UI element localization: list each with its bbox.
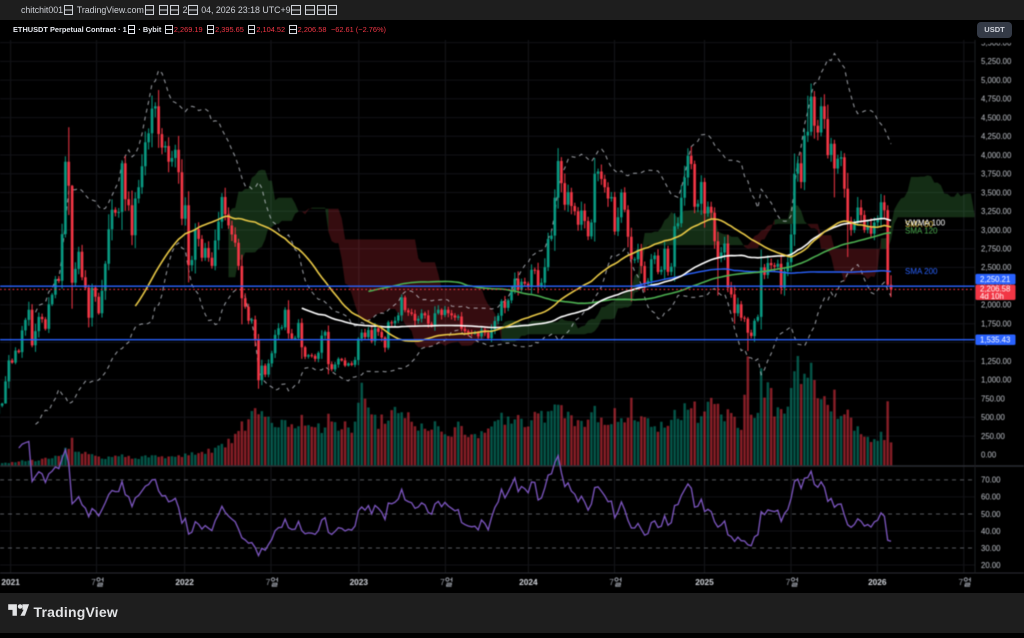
svg-text:7: 7 [609, 577, 614, 587]
svg-text:20.00: 20.00 [981, 561, 1001, 570]
svg-text:7: 7 [786, 577, 791, 587]
svg-text:2026: 2026 [868, 577, 887, 587]
svg-text:2021: 2021 [1, 577, 20, 587]
svg-text:1,750.00: 1,750.00 [981, 320, 1012, 329]
svg-text:2,000.00: 2,000.00 [981, 301, 1012, 310]
svg-text:SMA 200: SMA 200 [905, 267, 938, 276]
svg-text:1,000.00: 1,000.00 [981, 376, 1012, 385]
svg-text:30.00: 30.00 [981, 544, 1001, 553]
svg-text:7: 7 [266, 577, 271, 587]
svg-text:3,250.00: 3,250.00 [981, 207, 1012, 216]
svg-text:7: 7 [91, 577, 96, 587]
svg-text:5,500.00: 5,500.00 [981, 38, 1012, 47]
svg-text:40.00: 40.00 [981, 527, 1001, 536]
svg-text:500.00: 500.00 [981, 413, 1006, 422]
svg-text:250.00: 250.00 [981, 432, 1006, 441]
svg-text:50.00: 50.00 [981, 510, 1001, 519]
svg-text:SMA 50: SMA 50 [905, 220, 934, 229]
svg-text:1,535.43: 1,535.43 [980, 336, 1010, 345]
svg-text:2,750.00: 2,750.00 [981, 245, 1012, 254]
svg-text:4,750.00: 4,750.00 [981, 95, 1012, 104]
svg-text:0.00: 0.00 [981, 451, 997, 460]
svg-text:7: 7 [440, 577, 445, 587]
svg-text:2,500.00: 2,500.00 [981, 263, 1012, 272]
svg-text:4d 10h: 4d 10h [980, 292, 1004, 301]
svg-text:4,250.00: 4,250.00 [981, 132, 1012, 141]
svg-text:2025: 2025 [695, 577, 714, 587]
svg-text:2022: 2022 [175, 577, 194, 587]
svg-text:3,500.00: 3,500.00 [981, 188, 1012, 197]
svg-text:5,000.00: 5,000.00 [981, 76, 1012, 85]
svg-text:VWMA 100: VWMA 100 [905, 219, 946, 228]
svg-text:2,206.58: 2,206.58 [980, 284, 1010, 293]
svg-text:3,750.00: 3,750.00 [981, 170, 1012, 179]
svg-text:5,250.00: 5,250.00 [981, 57, 1012, 66]
svg-text:3,000.00: 3,000.00 [981, 226, 1012, 235]
svg-text:70.00: 70.00 [981, 476, 1001, 485]
svg-text:4,500.00: 4,500.00 [981, 113, 1012, 122]
svg-text:SMA 120: SMA 120 [905, 227, 938, 236]
svg-text:4,000.00: 4,000.00 [981, 151, 1012, 160]
svg-text:2,250.21: 2,250.21 [980, 275, 1010, 284]
svg-text:750.00: 750.00 [981, 394, 1006, 403]
svg-text:7: 7 [958, 577, 963, 587]
svg-text:2024: 2024 [519, 577, 538, 587]
svg-text:2023: 2023 [350, 577, 369, 587]
svg-text:1,250.00: 1,250.00 [981, 357, 1012, 366]
svg-text:60.00: 60.00 [981, 493, 1001, 502]
